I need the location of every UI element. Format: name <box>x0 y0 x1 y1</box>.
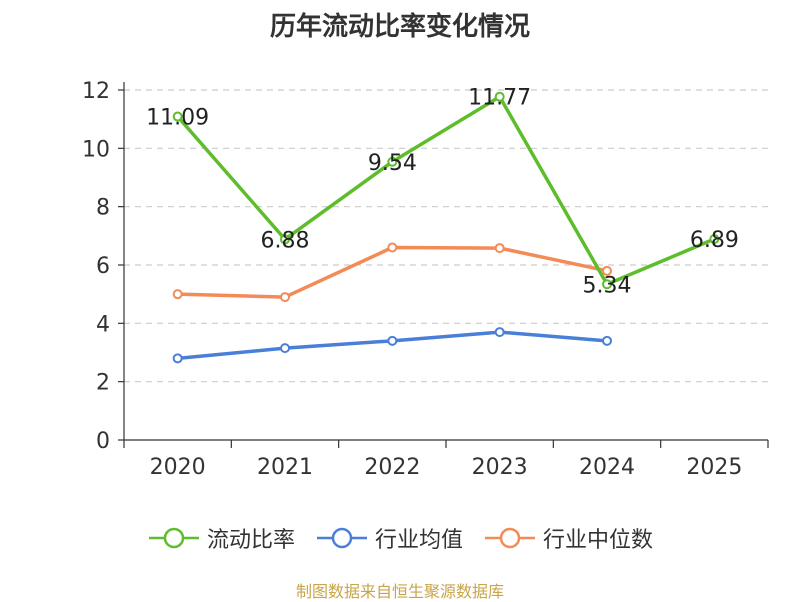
y-tick-label: 12 <box>82 79 110 104</box>
legend-marker <box>499 527 521 549</box>
legend-label: 行业中位数 <box>543 528 654 553</box>
data-point <box>494 327 505 338</box>
legend-marker <box>331 527 353 549</box>
data-label: 6.88 <box>261 228 310 253</box>
x-tick-label: 2024 <box>579 455 635 480</box>
data-point <box>494 91 505 102</box>
legend-item[interactable]: 行业均值 <box>315 522 463 554</box>
legend-line-circle-icon <box>148 527 199 549</box>
data-point <box>387 156 398 167</box>
series-line-0 <box>176 94 716 286</box>
source-note: 制图数据来自恒生聚源数据库 <box>295 582 504 601</box>
data-label: 9.54 <box>368 151 417 176</box>
x-tick-label: 2022 <box>364 455 420 480</box>
data-point <box>602 279 612 290</box>
data-point <box>172 289 183 300</box>
legend-marker <box>163 527 185 549</box>
x-tick-label: 2020 <box>150 455 206 480</box>
data-label: 11.09 <box>146 106 209 131</box>
data-point <box>494 243 505 254</box>
data-point <box>602 335 612 346</box>
y-tick-label: 6 <box>96 254 110 279</box>
legend: 流动比率 行业均值 行业中位数 <box>0 522 800 554</box>
grid-layer <box>124 89 768 383</box>
y-tick-label: 8 <box>96 196 110 221</box>
chart-title: 历年流动比率变化情况 <box>269 12 530 42</box>
x-tick-label: 2023 <box>472 455 528 480</box>
data-label-layer: 11.09 6.88 9.54 11.77 5.34 6.89 <box>146 86 739 299</box>
y-tick-label: 10 <box>82 137 110 162</box>
data-label: 5.34 <box>583 273 632 298</box>
data-point <box>280 234 290 245</box>
data-point <box>280 343 290 354</box>
data-point <box>387 335 398 346</box>
axis-layer: 0 2 4 6 8 10 12 2020 2021 2022 2023 2024 2025 <box>82 79 769 480</box>
y-tick-label: 4 <box>96 312 110 337</box>
legend-line-circle-icon <box>485 527 535 549</box>
series-layer <box>172 91 720 364</box>
y-tick-label: 0 <box>96 429 110 454</box>
x-tick-label: 2025 <box>686 455 742 480</box>
legend-item[interactable]: 流动比率 <box>147 522 295 554</box>
legend-label: 流动比率 <box>206 528 295 553</box>
data-label: 11.77 <box>468 86 531 111</box>
data-point <box>172 353 183 364</box>
data-point <box>387 242 398 253</box>
legend-line-circle-icon <box>316 527 367 549</box>
data-point <box>709 234 720 245</box>
data-point <box>172 111 183 122</box>
series-line-2 <box>177 245 608 299</box>
legend-item[interactable]: 行业中位数 <box>483 522 653 554</box>
data-point <box>280 292 290 303</box>
legend-label: 行业均值 <box>374 528 463 553</box>
y-tick-label: 2 <box>96 371 110 396</box>
data-point <box>602 265 612 276</box>
data-label: 6.89 <box>690 228 739 253</box>
x-tick-label: 2021 <box>257 455 313 480</box>
